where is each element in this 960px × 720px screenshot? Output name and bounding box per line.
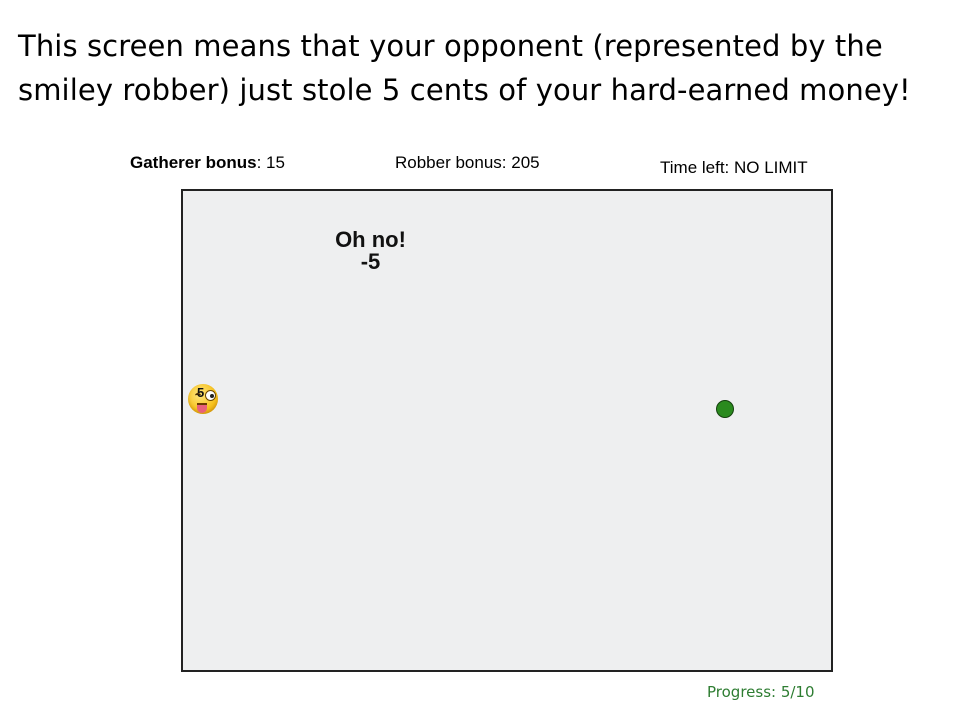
game-board[interactable]: Oh no! -5 5 — [181, 189, 833, 672]
robber-amount: 5 — [197, 385, 205, 400]
smiley-robber-icon: 5 — [188, 384, 218, 414]
instruction-text: This screen means that your opponent (re… — [18, 29, 911, 107]
robbery-message: Oh no! -5 — [328, 229, 413, 273]
robber-right-eye — [205, 390, 216, 401]
robber-tongue — [197, 403, 207, 413]
time-left: Time left: NO LIMIT — [660, 158, 808, 177]
progress-indicator: Progress: 5/10 — [707, 683, 815, 701]
player-dot-icon[interactable] — [716, 400, 734, 418]
robber-left-eye — [195, 393, 201, 398]
robbery-message-title: Oh no! — [335, 227, 406, 252]
gatherer-bonus: Gatherer bonus: 15 — [130, 153, 285, 173]
gatherer-bonus-label: Gatherer bonus — [130, 153, 257, 172]
gatherer-bonus-value: : 15 — [256, 153, 285, 172]
robbery-message-delta: -5 — [360, 249, 381, 274]
robber-bonus: Robber bonus: 205 — [395, 153, 540, 172]
